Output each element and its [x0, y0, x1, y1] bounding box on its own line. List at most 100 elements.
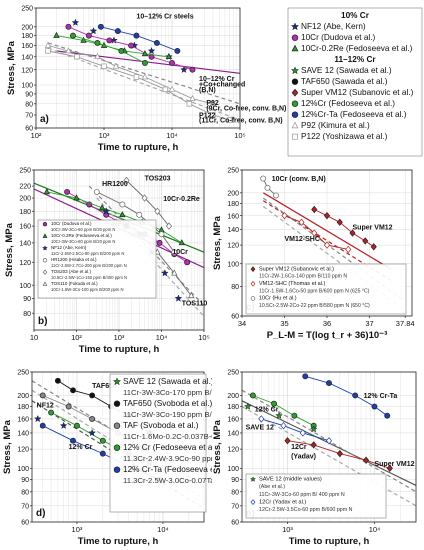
fit-line [262, 192, 392, 270]
legend-marker [292, 133, 298, 140]
y-tick-label: 160 [227, 417, 239, 424]
data-point-taf [89, 415, 96, 422]
annotation: TOS110 [182, 301, 208, 308]
legend-group-header: 10% Cr [341, 11, 370, 20]
data-point-taf650 [70, 387, 76, 394]
data-point-taf650 [89, 392, 96, 399]
legend-marker [42, 281, 48, 286]
legend-label: P122 (Yoshizawa et al.) [301, 132, 388, 141]
x-axis-label: Time to rupture, h [289, 536, 370, 547]
data-point-12-cr [291, 412, 298, 419]
legend-sublabel: (Abe et al.) [259, 484, 285, 490]
legend-sublabel: 11Cr-3W-3Co-170 ppm B/300 ppm N [123, 388, 212, 397]
data-point-nf12 [102, 207, 111, 215]
data-point-12-cr [94, 39, 101, 46]
legend-marker [250, 280, 256, 287]
legend: 10% Cr NF12 (Abe, Kern) 10Cr (Dudova et al… [287, 7, 423, 157]
data-point-super-vm12 [362, 237, 369, 245]
data-point-10cr [128, 42, 135, 49]
legend-sublabel: 11Cr-3W-3Co-60 ppm B/ 400 ppm N [259, 492, 345, 498]
y-tick-label: 200 [227, 393, 239, 400]
legend-sublabel: 10.5Cr-2.5W-1Co-150 ppm B/400 ppm N [51, 275, 127, 280]
y-tick-label: 160 [17, 417, 29, 424]
data-point-12-cr-ta [99, 450, 106, 457]
data-point-nf12 [147, 46, 156, 55]
data-point-super-vm12 [336, 218, 343, 226]
series-line-p122 [47, 50, 230, 121]
data-point-tos110 [188, 291, 195, 298]
data-point-p122 [186, 101, 193, 107]
annotation: NF12 [37, 403, 54, 410]
x-tick-label: 10⁵ [198, 333, 209, 342]
y-tick-label: 200 [21, 24, 33, 31]
annotation: P122 [199, 112, 215, 119]
data-point-super-vm12 [311, 205, 318, 214]
data-point-p92 [141, 73, 149, 80]
data-point-12-cr [141, 60, 148, 66]
annotation: Super VM12 [374, 461, 414, 468]
data-point-12-cr [118, 48, 125, 54]
x-tick-label: 36 [323, 319, 331, 328]
x-tick-label: 10⁴ [369, 525, 381, 534]
data-point-12-cr-ta [97, 23, 104, 30]
data-point-taf [65, 403, 72, 410]
y-tick-label: 100 [17, 466, 29, 473]
y-axis-label: Stress, MPa [212, 419, 223, 474]
y-tick-label: 160 [21, 43, 33, 50]
legend-marker [291, 44, 299, 52]
y-tick-label: 70 [231, 503, 239, 510]
y-tick-label: 180 [17, 404, 29, 411]
data-point-10cr-0-2re [73, 194, 80, 201]
legend-label: TOS110 (Fukuda et al.) [51, 281, 98, 286]
y-tick-label: 60 [231, 520, 239, 527]
y-tick-label: 80 [231, 284, 239, 291]
data-point-p122 [45, 48, 51, 54]
x-tick-label: 10³ [114, 333, 125, 342]
x-tick-label: 10³ [282, 525, 293, 534]
data-point-10cr [148, 53, 155, 60]
data-point-12-cr [99, 437, 106, 444]
fit-line [262, 206, 404, 310]
data-point-p92 [44, 41, 52, 48]
y-tick-label: 80 [21, 489, 29, 496]
data-point-10cr [106, 37, 113, 44]
legend-label: 10Cr-0.2Re (Fedoseeva et al.) [301, 44, 413, 53]
series-group [44, 18, 233, 123]
data-point-vm12-shc [323, 241, 331, 249]
legend-marker [42, 258, 48, 263]
legend: Super VM12 (Subanovic et al.) 11Cr-2W-1.6… [245, 263, 407, 315]
legend-marker [250, 266, 256, 272]
data-point-tos203 [165, 222, 173, 230]
y-axis-label: Stress, MPa [212, 215, 223, 270]
data-point-save-12 [275, 411, 283, 419]
y-axis-label: Stress, MPa [2, 419, 13, 474]
plot-frame [35, 7, 241, 129]
data-point-10cr [64, 188, 71, 195]
annotation: VM12-SHC [285, 236, 320, 243]
y-tick-label: 200 [227, 190, 239, 197]
data-point-vm12-shc [345, 245, 352, 254]
legend-marker [291, 100, 299, 107]
data-point-p122 [162, 86, 169, 93]
data-point-save-12 [309, 425, 318, 433]
legend-sublabel: 11.3Cr-2.4W-3.9Co-90 ppm B/30 ppm N [123, 454, 212, 463]
legend-label: NF12 (Abe, Kern) [51, 245, 87, 250]
x-tick-label: 10⁴ [156, 333, 168, 342]
y-tick-label: 180 [19, 209, 31, 216]
annotation: TAF650 [92, 383, 117, 390]
y-tick-label: 120 [227, 447, 239, 454]
data-point-12-cr [271, 400, 277, 407]
y-tick-label: 180 [227, 404, 239, 411]
fit-line [47, 42, 240, 105]
legend-marker [291, 111, 299, 118]
legend-sublabel: 12Cr-2.5W-3.5Co-60 ppm B/600 ppm N [259, 507, 353, 513]
data-point-p92 [65, 47, 72, 54]
data-point-12-cr-ta [371, 403, 378, 410]
data-point-super-vm12 [336, 449, 343, 458]
data-point-10cr [169, 60, 175, 66]
annotation: 12% Cr [69, 444, 93, 451]
legend-label: SAVE 12 (Sawada et al.) [123, 377, 212, 386]
chart-panel-b: 80 90 100 120 140 160 180 200 220 250 10 10² 10³ 10⁴ 1… [4, 168, 210, 355]
data-point-super-vm12 [370, 243, 377, 251]
